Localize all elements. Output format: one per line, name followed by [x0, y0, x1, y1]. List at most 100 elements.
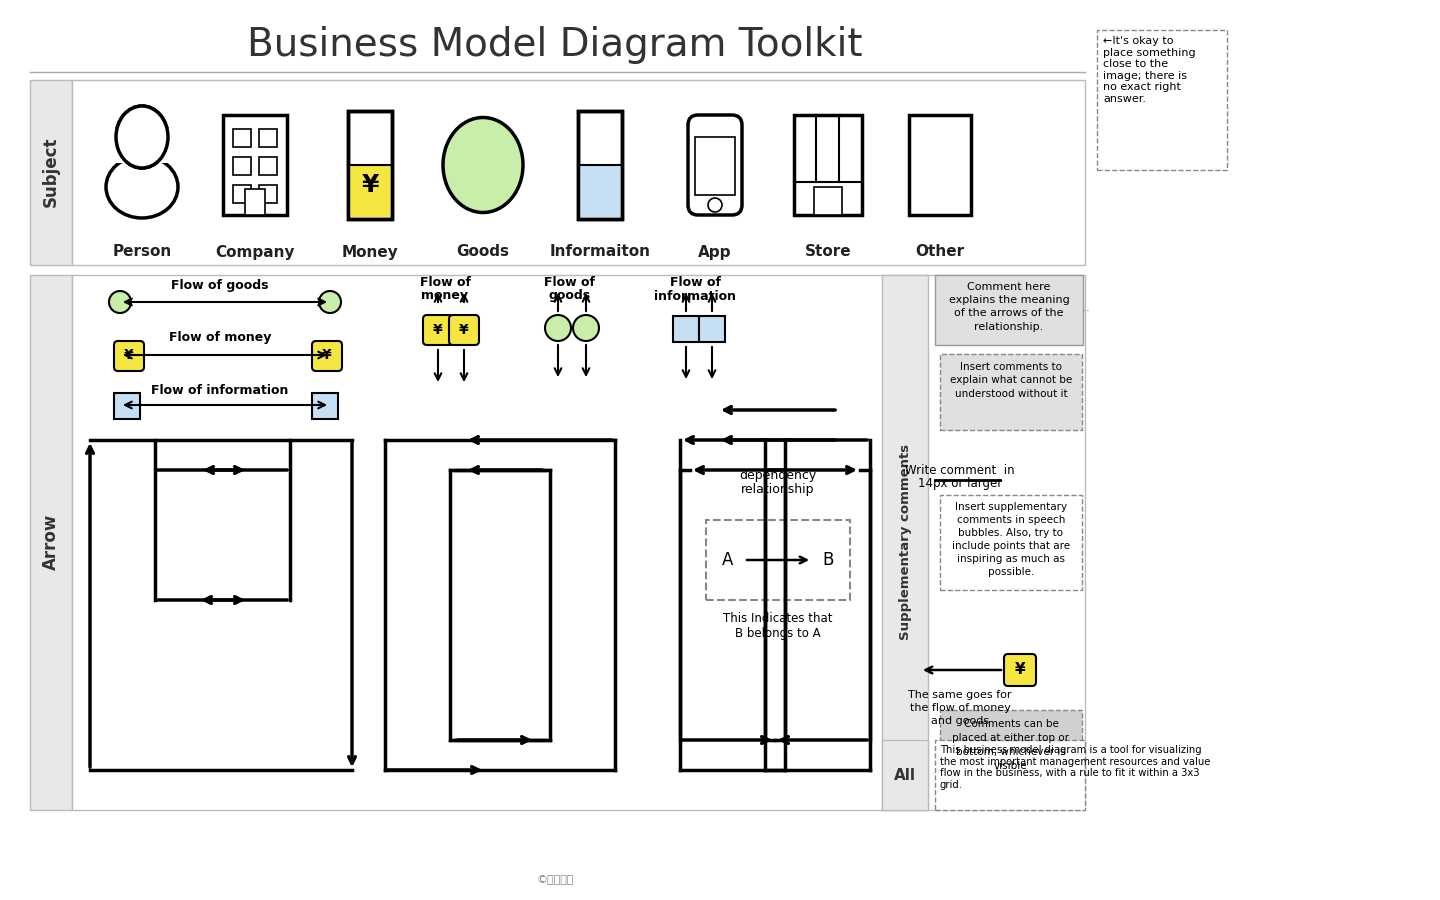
- FancyBboxPatch shape: [688, 115, 742, 215]
- Text: Comment here: Comment here: [968, 282, 1051, 292]
- Text: Write comment  in: Write comment in: [906, 464, 1015, 476]
- FancyBboxPatch shape: [102, 128, 181, 163]
- Ellipse shape: [117, 106, 168, 168]
- FancyBboxPatch shape: [423, 315, 454, 345]
- Text: bubbles. Also, try to: bubbles. Also, try to: [959, 528, 1064, 538]
- Text: Comments can be: Comments can be: [963, 719, 1058, 729]
- FancyBboxPatch shape: [312, 341, 343, 371]
- Text: dependency: dependency: [739, 469, 816, 482]
- FancyBboxPatch shape: [881, 275, 927, 810]
- FancyBboxPatch shape: [580, 165, 621, 217]
- FancyBboxPatch shape: [245, 189, 265, 215]
- Text: B: B: [822, 551, 834, 569]
- Text: B belongs to A: B belongs to A: [736, 626, 821, 640]
- Text: Flow of: Flow of: [544, 275, 596, 289]
- Text: Flow of: Flow of: [670, 275, 720, 289]
- Text: Person: Person: [112, 245, 171, 259]
- Text: relationship.: relationship.: [975, 322, 1044, 332]
- Ellipse shape: [573, 315, 599, 341]
- Circle shape: [708, 198, 721, 212]
- Ellipse shape: [109, 291, 131, 313]
- Text: Flow of money: Flow of money: [168, 331, 271, 345]
- Text: placed at either top or: placed at either top or: [952, 733, 1070, 743]
- FancyBboxPatch shape: [223, 115, 287, 215]
- Text: Insert comments to: Insert comments to: [960, 362, 1063, 372]
- Text: possible.: possible.: [988, 567, 1034, 577]
- Text: Money: Money: [341, 245, 399, 259]
- Text: ¥: ¥: [433, 323, 444, 337]
- FancyBboxPatch shape: [350, 165, 390, 217]
- FancyBboxPatch shape: [698, 316, 724, 342]
- FancyBboxPatch shape: [72, 80, 1084, 265]
- Text: This Indicates that: This Indicates that: [723, 611, 832, 625]
- FancyBboxPatch shape: [706, 520, 850, 600]
- Text: understood without it: understood without it: [955, 389, 1067, 399]
- Text: App: App: [698, 245, 732, 259]
- Text: visible: visible: [994, 761, 1028, 771]
- Text: and goods: and goods: [930, 716, 989, 726]
- Text: information: information: [654, 290, 736, 302]
- Ellipse shape: [107, 156, 179, 218]
- Text: Store: Store: [805, 245, 851, 259]
- Ellipse shape: [544, 315, 572, 341]
- FancyBboxPatch shape: [312, 393, 338, 419]
- Text: Flow of information: Flow of information: [151, 383, 288, 397]
- Text: 14px or larger: 14px or larger: [917, 478, 1002, 491]
- Text: relationship: relationship: [742, 483, 815, 497]
- FancyBboxPatch shape: [233, 185, 251, 203]
- FancyBboxPatch shape: [909, 115, 971, 215]
- Text: explain what cannot be: explain what cannot be: [950, 375, 1073, 385]
- Text: ¥: ¥: [323, 348, 331, 362]
- Text: ¥: ¥: [124, 348, 134, 362]
- Ellipse shape: [444, 118, 523, 212]
- FancyBboxPatch shape: [348, 111, 392, 219]
- FancyBboxPatch shape: [30, 275, 72, 810]
- Text: the flow of money: the flow of money: [910, 703, 1011, 713]
- Text: inspiring as much as: inspiring as much as: [958, 554, 1066, 564]
- Text: money: money: [422, 290, 468, 302]
- Text: comments in speech: comments in speech: [956, 515, 1066, 525]
- FancyBboxPatch shape: [935, 740, 1084, 810]
- FancyBboxPatch shape: [449, 315, 480, 345]
- Text: include points that are: include points that are: [952, 541, 1070, 551]
- FancyBboxPatch shape: [114, 393, 140, 419]
- Text: Arrow: Arrow: [42, 514, 60, 570]
- Text: ←It's okay to
place something
close to the
image; there is
no exact right
answer: ←It's okay to place something close to t…: [1103, 36, 1195, 104]
- FancyBboxPatch shape: [1097, 30, 1227, 170]
- Text: ¥: ¥: [361, 173, 379, 197]
- Text: A: A: [723, 551, 734, 569]
- Text: All: All: [894, 768, 916, 782]
- FancyBboxPatch shape: [30, 80, 72, 265]
- Text: Subject: Subject: [42, 137, 60, 207]
- Text: ¥: ¥: [1015, 662, 1025, 678]
- FancyBboxPatch shape: [793, 115, 863, 215]
- Text: Informaiton: Informaiton: [550, 245, 651, 259]
- Text: Insert supplementary: Insert supplementary: [955, 502, 1067, 512]
- Text: Flow of goods: Flow of goods: [171, 278, 269, 292]
- Text: of the arrows of the: of the arrows of the: [955, 308, 1064, 318]
- FancyBboxPatch shape: [1004, 654, 1035, 686]
- FancyBboxPatch shape: [940, 710, 1081, 782]
- Text: Goods: Goods: [456, 245, 510, 259]
- FancyBboxPatch shape: [259, 157, 276, 175]
- FancyBboxPatch shape: [233, 157, 251, 175]
- Text: ¥: ¥: [459, 323, 469, 337]
- FancyBboxPatch shape: [935, 275, 1083, 345]
- Text: goods: goods: [549, 290, 590, 302]
- FancyBboxPatch shape: [940, 354, 1081, 430]
- FancyBboxPatch shape: [259, 129, 276, 147]
- FancyBboxPatch shape: [881, 740, 927, 810]
- FancyBboxPatch shape: [233, 129, 251, 147]
- FancyBboxPatch shape: [259, 185, 276, 203]
- Text: Business Model Diagram Toolkit: Business Model Diagram Toolkit: [248, 26, 863, 64]
- Text: explains the meaning: explains the meaning: [949, 295, 1070, 305]
- FancyBboxPatch shape: [114, 341, 144, 371]
- Text: Company: Company: [215, 245, 295, 259]
- Ellipse shape: [320, 291, 341, 313]
- Text: Flow of: Flow of: [419, 275, 471, 289]
- FancyBboxPatch shape: [672, 316, 698, 342]
- FancyBboxPatch shape: [696, 137, 734, 195]
- Text: ©図解総研: ©図解総研: [536, 875, 573, 885]
- Text: bottom, whichever is: bottom, whichever is: [956, 747, 1066, 757]
- FancyBboxPatch shape: [72, 275, 1084, 810]
